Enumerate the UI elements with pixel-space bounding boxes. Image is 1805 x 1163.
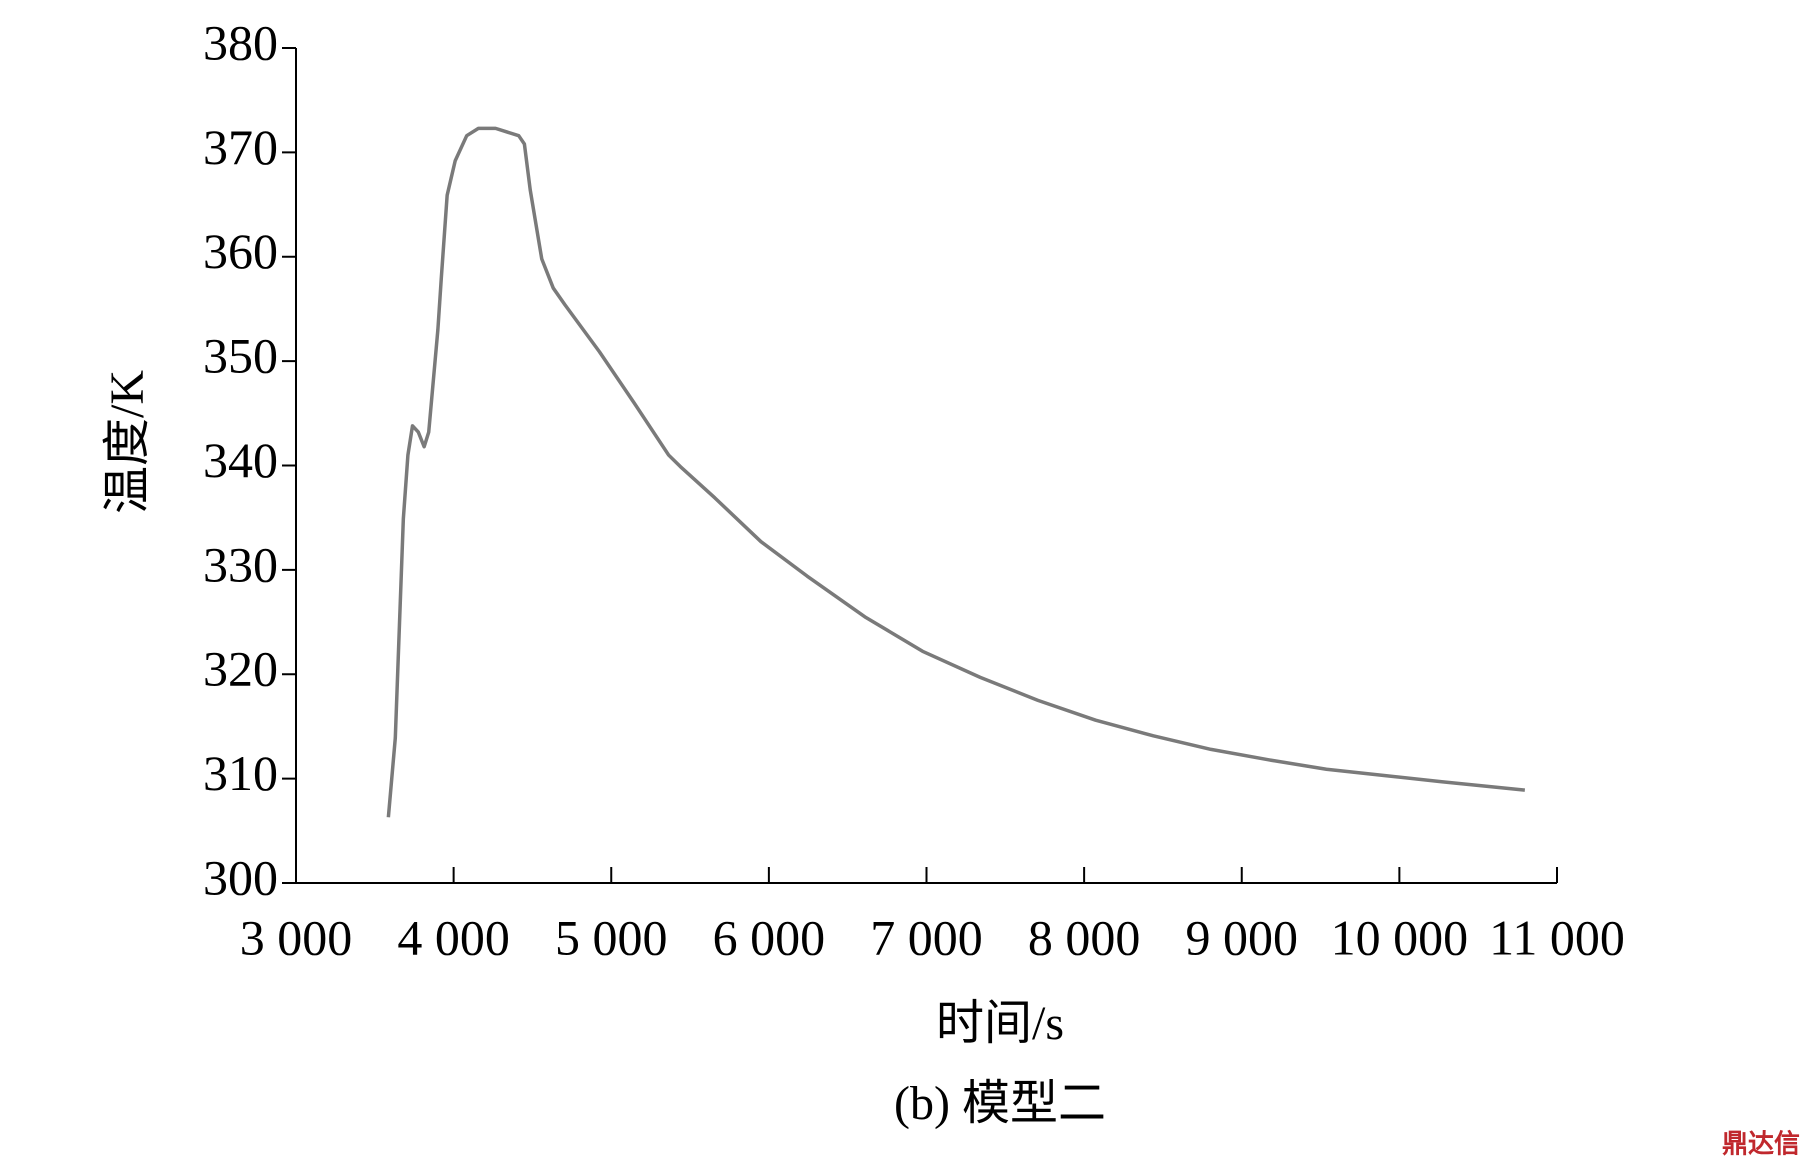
y-axis-title: 温度/K — [101, 370, 154, 514]
y-tick-label: 360 — [203, 223, 278, 279]
x-tick-label: 9 000 — [1186, 909, 1299, 965]
x-tick-label: 11 000 — [1489, 909, 1625, 965]
y-tick-label: 310 — [203, 745, 278, 801]
y-tick-label: 300 — [203, 849, 278, 905]
x-tick-label: 6 000 — [713, 909, 826, 965]
x-tick-label: 10 000 — [1331, 909, 1469, 965]
x-tick-label: 8 000 — [1028, 909, 1141, 965]
y-tick-label: 330 — [203, 536, 278, 592]
x-axis-title: 时间/s — [936, 997, 1064, 1050]
y-tick-label: 350 — [203, 328, 278, 384]
x-tick-label: 4 000 — [397, 909, 510, 965]
caption: (b) 模型二 — [894, 1077, 1106, 1130]
x-tick-label: 5 000 — [555, 909, 668, 965]
x-tick-label: 3 000 — [240, 909, 353, 965]
watermark: 鼎达信 — [1722, 1130, 1800, 1160]
line-series — [386, 126, 1526, 818]
y-tick-label: 380 — [203, 14, 278, 70]
y-tick-label: 320 — [203, 641, 278, 697]
y-tick-label: 370 — [203, 119, 278, 175]
x-tick-label: 7 000 — [870, 909, 983, 965]
y-tick-label: 340 — [203, 432, 278, 488]
